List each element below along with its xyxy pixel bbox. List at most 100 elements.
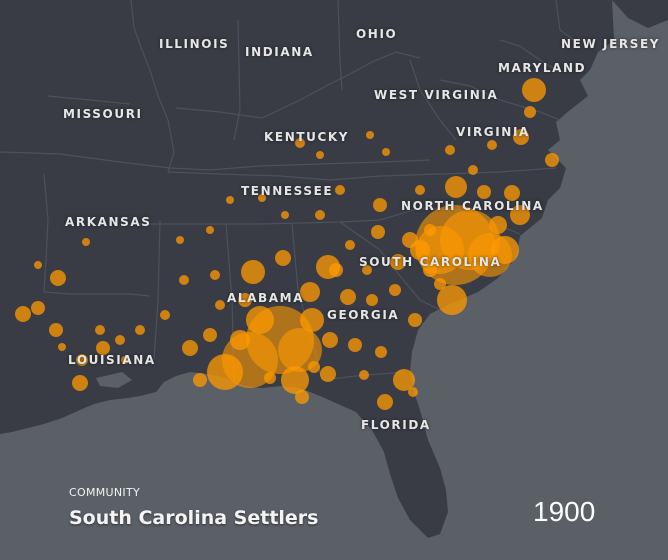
community-bubble: [203, 328, 217, 342]
community-bubble: [160, 310, 170, 320]
community-bubble: [320, 366, 336, 382]
community-bubble: [348, 338, 362, 352]
community-bubble: [135, 325, 145, 335]
community-bubble: [315, 210, 325, 220]
year-label: 1900: [533, 496, 596, 527]
state-label-south-carolina: SOUTH CAROLINA: [359, 255, 502, 269]
state-label-new-jersey: NEW JERSEY: [561, 37, 661, 51]
community-bubble: [316, 151, 324, 159]
community-bubble: [373, 198, 387, 212]
community-bubble: [275, 250, 291, 266]
community-bubble: [415, 185, 425, 195]
community-bubble: [238, 293, 252, 307]
community-bubble: [258, 194, 266, 202]
community-bubble: [393, 369, 415, 391]
community-bubble: [76, 354, 88, 366]
state-label-georgia: GEORGIA: [327, 308, 400, 322]
community-bubble: [489, 216, 507, 234]
community-bubble: [207, 354, 243, 390]
community-bubble: [382, 148, 390, 156]
community-bubble: [375, 346, 387, 358]
community-bubble: [445, 176, 467, 198]
community-bubble: [491, 236, 519, 264]
state-label-indiana: INDIANA: [245, 45, 314, 59]
state-label-north-carolina: NORTH CAROLINA: [401, 199, 544, 213]
community-bubble: [308, 361, 320, 373]
community-bubble: [377, 394, 393, 410]
state-label-missouri: MISSOURI: [63, 107, 143, 121]
community-bubble: [510, 205, 530, 225]
community-bubble: [241, 260, 265, 284]
community-bubble: [504, 185, 520, 201]
state-label-florida: FLORIDA: [361, 418, 431, 432]
community-bubble: [340, 289, 356, 305]
community-bubble: [49, 323, 63, 337]
community-bubble: [58, 343, 66, 351]
community-bubble: [193, 373, 207, 387]
community-bubble: [362, 265, 372, 275]
community-bubble: [402, 232, 418, 248]
community-bubble: [389, 284, 401, 296]
state-label-kentucky: KENTUCKY: [264, 130, 350, 144]
community-bubble: [215, 300, 225, 310]
community-bubble: [210, 270, 220, 280]
lake-pontchartrain: [96, 372, 132, 388]
community-bubble: [15, 306, 31, 322]
community-bubble: [322, 332, 338, 348]
community-bubble: [72, 375, 88, 391]
community-bubble: [390, 254, 406, 270]
community-bubble: [264, 372, 276, 384]
community-bubble: [31, 301, 45, 315]
community-bubble: [524, 106, 536, 118]
community-bubble: [300, 308, 324, 332]
community-bubble: [115, 335, 125, 345]
community-bubble: [281, 211, 289, 219]
community-bubble: [281, 366, 309, 394]
community-bubble: [246, 306, 274, 334]
community-bubble: [295, 138, 305, 148]
community-bubble: [345, 240, 355, 250]
state-label-west-virginia: WEST VIRGINIA: [374, 88, 499, 102]
community-bubble: [295, 390, 309, 404]
community-bubble: [82, 238, 90, 246]
state-label-maryland: MARYLAND: [498, 61, 587, 75]
community-bubble: [424, 224, 436, 236]
state-label-illinois: ILLINOIS: [159, 37, 230, 51]
community-bubble: [487, 140, 497, 150]
community-bubble: [545, 153, 559, 167]
community-bubble: [371, 225, 385, 239]
legend-title: South Carolina Settlers: [69, 507, 319, 529]
state-label-virginia: VIRGINIA: [456, 125, 530, 139]
community-bubble: [468, 165, 478, 175]
legend-caption: COMMUNITY: [69, 486, 140, 499]
community-bubble: [300, 282, 320, 302]
community-bubble: [359, 370, 369, 380]
community-bubble: [423, 263, 437, 277]
community-bubble: [96, 341, 110, 355]
community-bubble: [230, 330, 250, 350]
community-bubble: [329, 263, 343, 277]
community-bubble: [366, 294, 378, 306]
state-label-tennessee: TENNESSEE: [241, 184, 334, 198]
community-bubble: [121, 356, 129, 364]
community-bubble: [182, 340, 198, 356]
community-bubble: [34, 261, 42, 269]
state-label-arkansas: ARKANSAS: [65, 215, 152, 229]
community-bubble: [408, 387, 418, 397]
community-bubble: [477, 185, 491, 199]
state-label-ohio: OHIO: [356, 27, 398, 41]
community-bubble: [434, 278, 446, 290]
community-bubble: [50, 270, 66, 286]
community-bubble: [513, 129, 529, 145]
community-bubble: [179, 275, 189, 285]
community-bubble: [445, 145, 455, 155]
community-bubble: [408, 313, 422, 327]
community-bubble: [366, 131, 374, 139]
community-bubble: [95, 325, 105, 335]
community-bubble: [416, 226, 464, 274]
community-bubble: [206, 226, 214, 234]
state-label-louisiana: LOUISIANA: [68, 353, 156, 367]
community-bubble: [278, 328, 322, 372]
